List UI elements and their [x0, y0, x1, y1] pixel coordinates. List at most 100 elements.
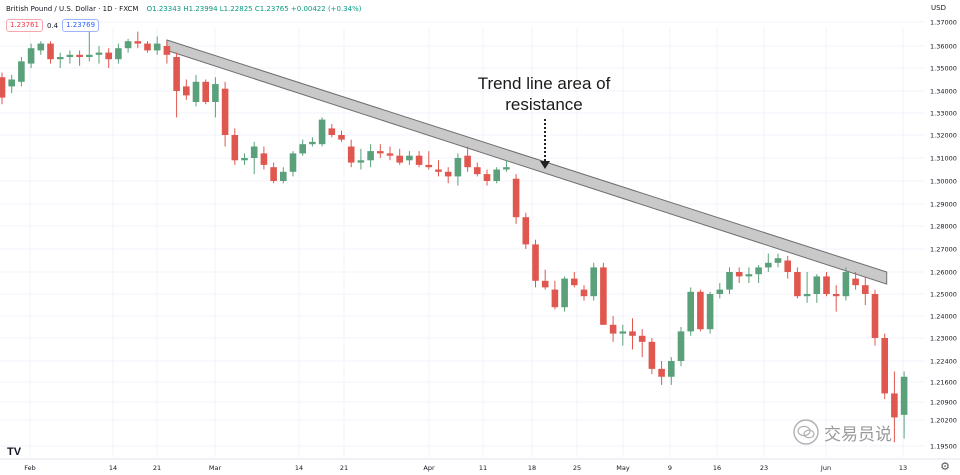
candle-body [464, 155, 471, 168]
annotation-text: Trend line area of resistance [458, 73, 630, 115]
candle-body [309, 141, 316, 145]
y-tick-label: 1.36000 [930, 43, 957, 51]
candle [37, 41, 45, 55]
candle [832, 285, 840, 312]
candle [677, 327, 685, 367]
candle-body [270, 167, 277, 181]
candle [765, 253, 772, 272]
candle [716, 283, 724, 299]
candle-body [658, 368, 665, 377]
candle-body [842, 272, 850, 297]
candle-body [493, 169, 500, 181]
candle [357, 148, 365, 170]
candle-body [260, 153, 268, 165]
candle-body [299, 144, 306, 154]
candle [27, 43, 35, 68]
x-tick-label: 18 [528, 464, 536, 472]
trade-panel: 1.23761 0.4 1.23769 [6, 19, 100, 32]
candle [367, 144, 374, 168]
candle [377, 144, 384, 158]
candle-body [561, 278, 568, 308]
price-axis: 1.37000 1.36000 1.35000 1.34000 1.33000 1.320… [930, 19, 957, 451]
candle [183, 79, 190, 100]
candle-body [580, 289, 588, 297]
candle-body [803, 294, 811, 297]
candle-body [638, 335, 646, 342]
candle-body [86, 54, 93, 57]
candle [794, 267, 801, 299]
y-tick-label: 1.23000 [930, 335, 957, 343]
candle [658, 361, 665, 385]
candle [609, 316, 617, 342]
candle-body [862, 285, 869, 294]
candle-body [900, 376, 908, 415]
candle [299, 139, 306, 156]
candle [415, 151, 423, 168]
candle-body [250, 146, 258, 158]
symbol-title[interactable]: British Pound / U.S. Dollar · 1D · FXCM [6, 5, 139, 13]
candle [202, 79, 209, 105]
candle-body [56, 57, 64, 60]
y-tick-label: 1.19500 [930, 443, 957, 451]
candle-body [338, 135, 345, 140]
y-tick-label: 1.20900 [930, 399, 957, 407]
currency-label[interactable]: USD [931, 4, 946, 12]
candle-body [105, 52, 112, 60]
spread-value: 0.4 [46, 21, 59, 30]
candle-body [27, 48, 35, 64]
candle-body [551, 289, 559, 308]
candle [212, 77, 219, 118]
y-tick-label: 1.33000 [930, 110, 957, 118]
candle [425, 151, 433, 170]
candle-body [716, 289, 724, 294]
candle-body [153, 43, 161, 51]
candles [0, 31, 908, 443]
candle [638, 329, 646, 358]
candle [95, 46, 103, 64]
candle [842, 267, 850, 301]
candle [76, 50, 83, 66]
candle [784, 255, 791, 279]
candle [124, 38, 132, 53]
candle [852, 272, 859, 290]
y-tick-label: 1.26000 [930, 269, 957, 277]
x-tick-label: 21 [340, 464, 348, 472]
tradingview-logo[interactable]: TV [7, 446, 22, 458]
candle-body [221, 88, 229, 135]
candle-body [425, 164, 433, 168]
candle-body [435, 169, 442, 172]
sell-button[interactable]: 1.23761 [6, 19, 43, 32]
y-tick-label: 1.21600 [930, 379, 957, 387]
candle [774, 253, 782, 268]
candle [755, 265, 762, 283]
y-tick-label: 1.25000 [930, 291, 957, 299]
candle-body [871, 294, 879, 338]
x-tick-label: 16 [713, 464, 721, 472]
candle-body [706, 294, 714, 330]
candle [823, 272, 830, 297]
candle [444, 167, 452, 184]
candle [173, 52, 180, 118]
candle-body [619, 331, 627, 334]
candle [726, 267, 733, 294]
gear-icon[interactable]: ⚙ [940, 461, 950, 473]
candle-body [115, 48, 122, 60]
candle-body [726, 272, 733, 290]
y-tick-label: 1.37000 [930, 19, 957, 27]
y-tick-label: 1.24000 [930, 313, 957, 321]
buy-button[interactable]: 1.23769 [62, 19, 100, 32]
y-tick-label: 1.31000 [930, 155, 957, 163]
annotation-line-2: resistance [505, 95, 583, 114]
candle-body [774, 258, 782, 263]
x-tick-label: 23 [760, 464, 768, 472]
candle [600, 262, 607, 325]
candle [66, 50, 74, 64]
candle-body [745, 274, 753, 277]
candle [803, 272, 811, 303]
candle-body [832, 294, 840, 297]
candle [0, 72, 6, 105]
candle-body [765, 262, 772, 268]
candle [619, 324, 627, 346]
candle [47, 41, 54, 64]
